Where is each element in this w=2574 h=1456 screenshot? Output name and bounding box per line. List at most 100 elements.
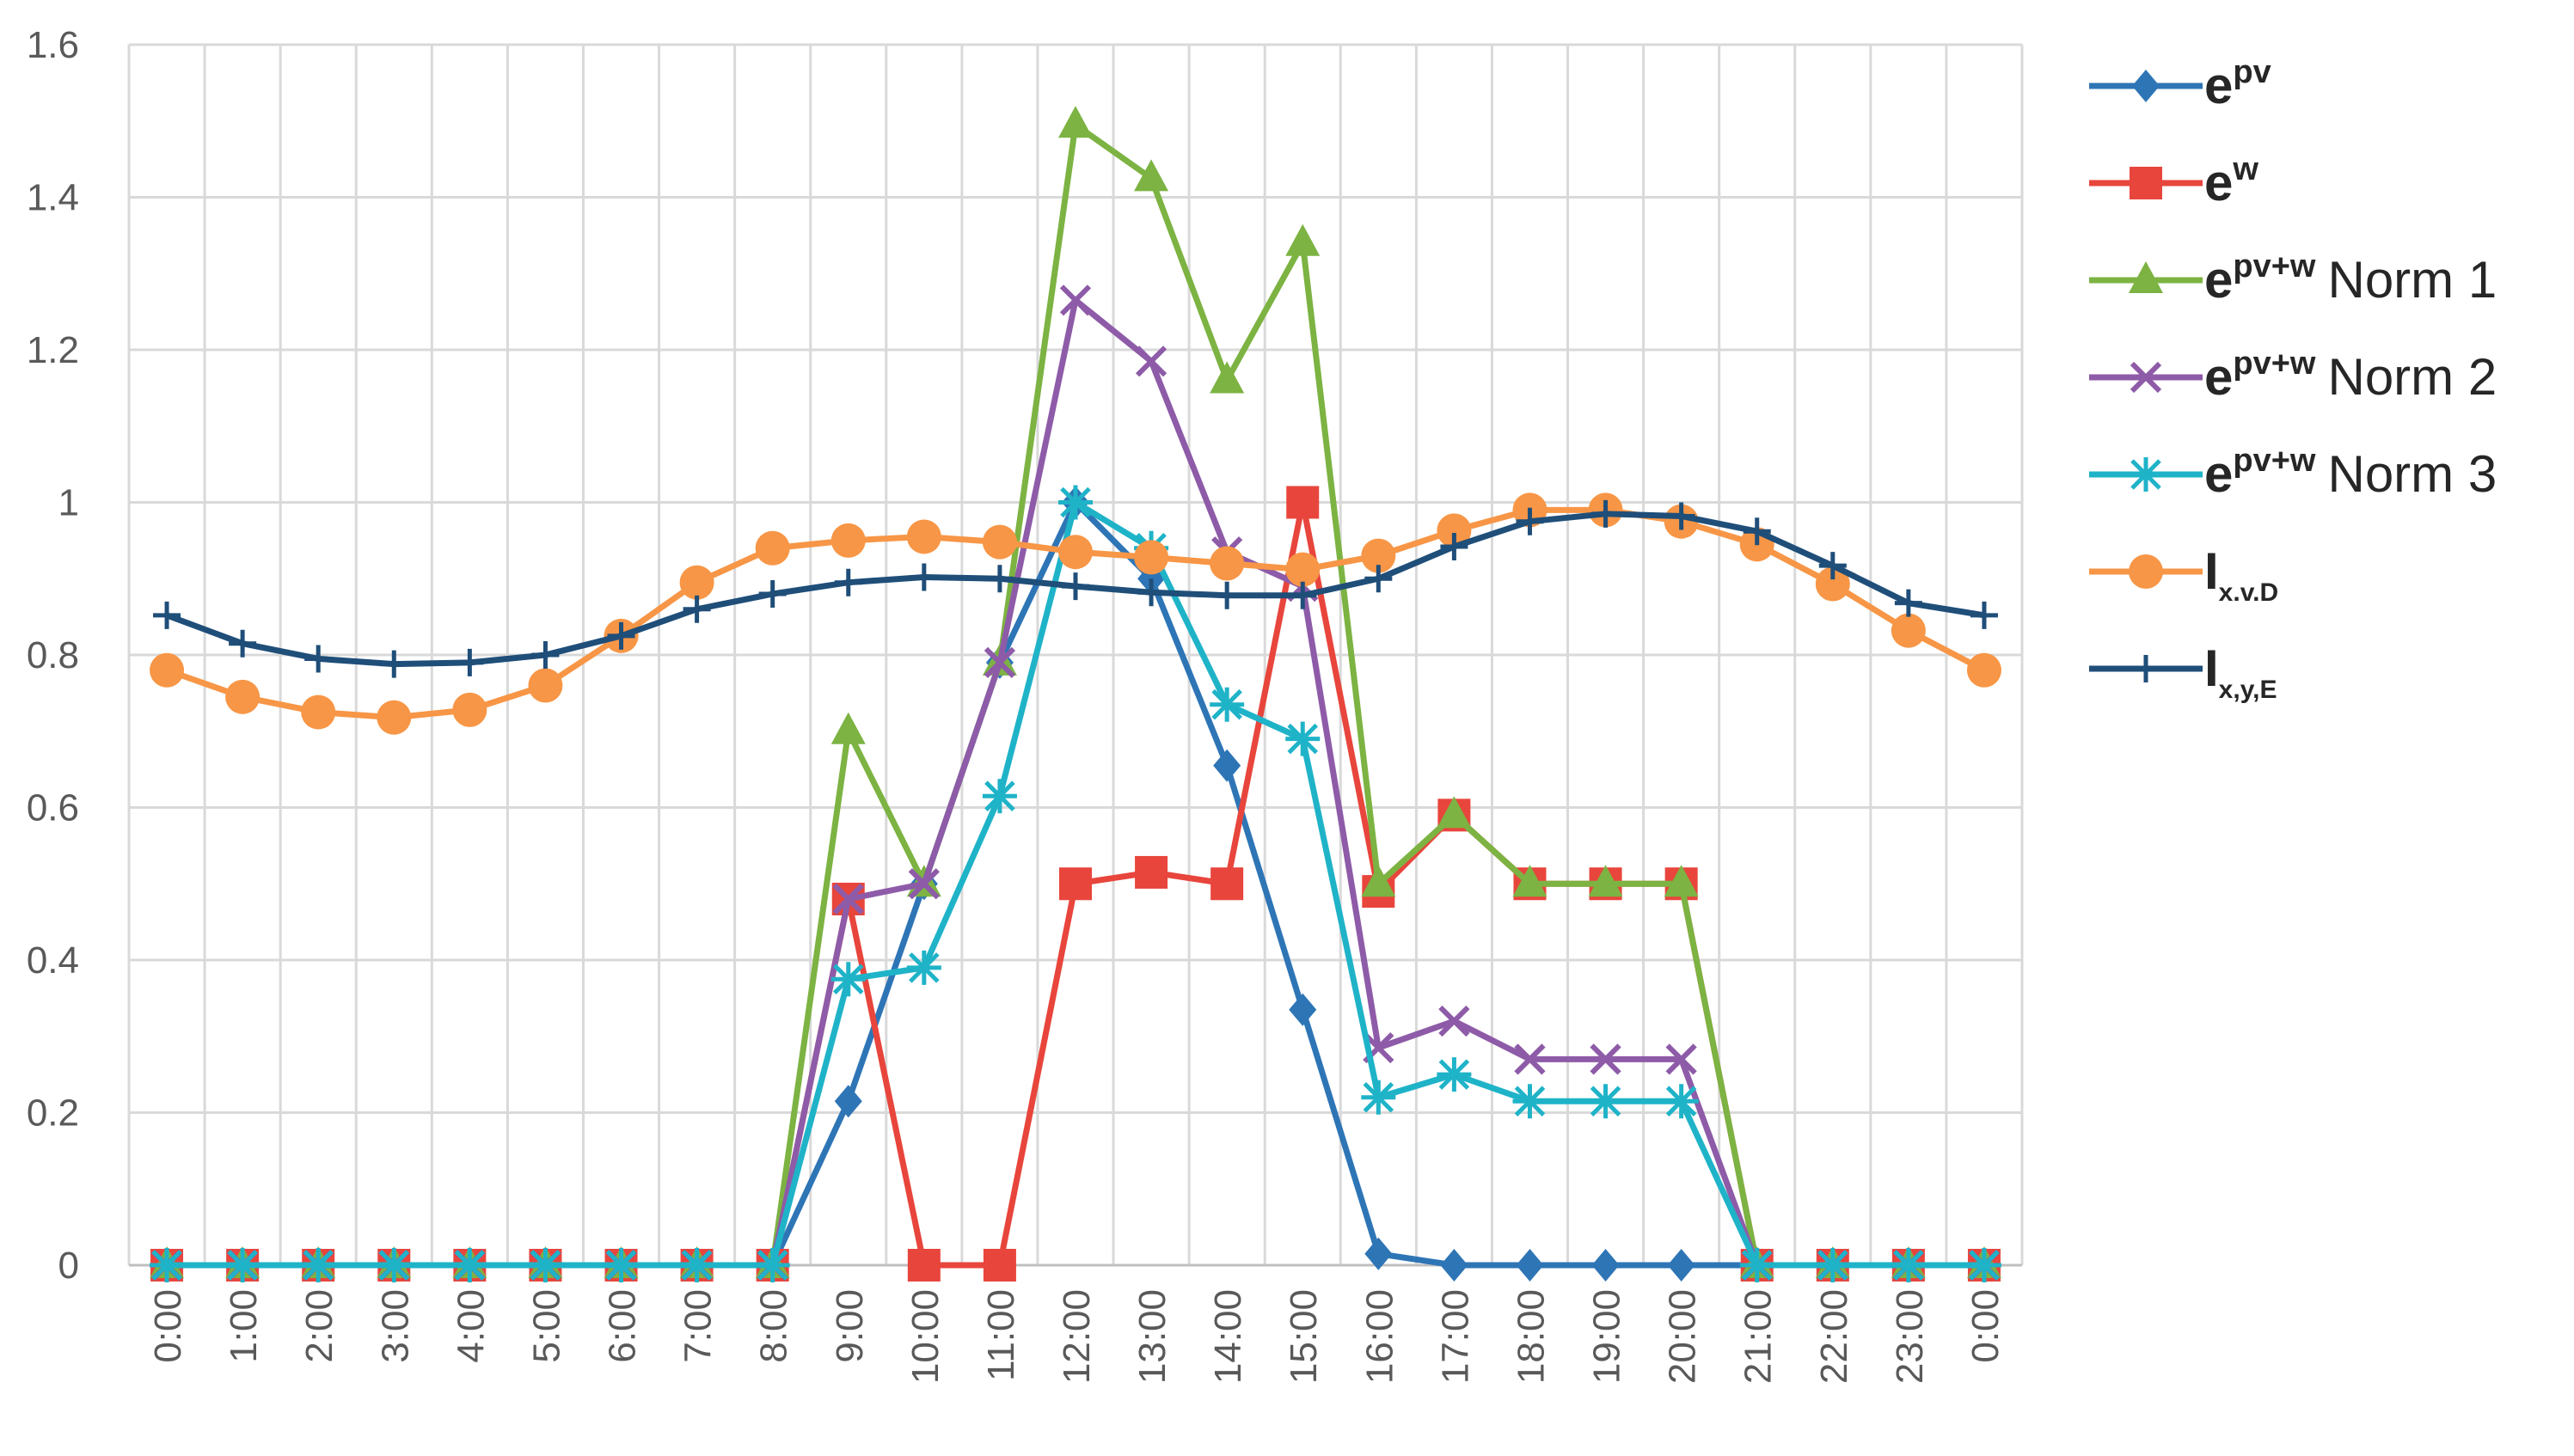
data-point [1135,346,1167,377]
legend-label: epv+w Norm 2 [2204,346,2497,406]
legend-label-sup: pv+w [2233,443,2316,479]
data-point [1667,502,1695,530]
data-point [1059,867,1092,901]
data-point [683,595,711,623]
legend-marker [2129,457,2163,492]
data-point [1058,485,1093,520]
data-point [1590,1043,1621,1075]
data-point [528,1248,563,1282]
data-point [1440,1249,1468,1282]
data-point [907,1249,941,1282]
data-point [906,950,941,985]
legend-label-main: e [2204,348,2233,406]
data-point [225,1248,260,1282]
legend-label-sup: w [2232,151,2258,187]
x-tick-label: 7:00 [677,1289,720,1363]
x-tick-label: 11:00 [980,1289,1022,1381]
x-tick-label: 4:00 [450,1289,492,1363]
data-point [225,679,260,714]
x-tick-label: 21:00 [1737,1289,1780,1384]
x-tick-label: 15:00 [1283,1289,1325,1384]
data-point [1213,749,1241,782]
data-point [301,1248,336,1282]
legend-marker [2132,655,2160,682]
data-point [983,1249,1016,1282]
x-tick-label: 6:00 [602,1289,644,1363]
legend-label: ew [2204,151,2258,211]
legend-marker [2130,361,2162,394]
legend-label: Ix,y,E [2204,639,2277,704]
x-tick-label: 1:00 [223,1289,265,1363]
legend-label-suffix: Norm 2 [2327,348,2497,406]
legend-label-main: I [2204,639,2219,697]
data-point [1665,1043,1697,1075]
data-point [1210,687,1245,722]
data-point [755,1248,790,1282]
data-point [1210,546,1245,581]
legend-item: epv+w Norm 1 [2089,248,2497,309]
data-point [1894,589,1922,617]
data-point [1285,223,1321,256]
data-point [1361,865,1396,897]
y-tick-label: 0.4 [27,939,79,982]
legend-label-sup: pv+w [2233,346,2316,382]
legend-item: ew [2089,151,2258,211]
x-tick-label: 22:00 [1813,1289,1855,1384]
legend-item: epv [2089,54,2271,114]
y-tick-label: 0 [58,1245,79,1287]
data-point [1891,1248,1926,1282]
data-point [150,652,185,688]
data-point [1815,1248,1850,1282]
legend-label-main: e [2204,57,2233,114]
x-tick-labels: 0:00 1:00 2:00 3:00 4:00 5:00 6:00 7:00 8:00 9:00… [147,1289,2007,1384]
x-tick-label: 5:00 [525,1289,567,1363]
legend-label-main: e [2204,154,2233,211]
data-point [984,646,1016,678]
data-point [982,524,1017,560]
data-point [1437,513,1472,548]
data-point [1058,106,1093,138]
data-point [1289,993,1317,1026]
data-point [1970,601,1998,629]
data-point [229,629,257,658]
data-point [1285,552,1321,587]
data-point [1289,581,1317,609]
legend-item: epv+w Norm 3 [2089,443,2497,503]
x-tick-label: 16:00 [1358,1289,1400,1384]
legend-marker [2129,554,2163,589]
data-point [1591,1249,1620,1282]
data-point [1210,361,1245,394]
series-ew [150,486,2001,1282]
y-tick-label: 0.2 [27,1092,79,1135]
data-point [1512,1084,1547,1119]
series-line [167,121,1984,1269]
data-point [1437,1057,1472,1092]
data-point [301,694,336,730]
x-tick-label: 18:00 [1510,1289,1552,1384]
legend-label-sup: pv [2233,54,2271,90]
data-point [1588,1084,1623,1119]
y-tick-label: 0.6 [27,787,79,829]
x-tick-label: 9:00 [829,1289,871,1363]
data-point [456,648,484,676]
x-tick-label: 23:00 [1889,1289,1931,1384]
data-point [1134,540,1169,575]
data-point [1891,613,1926,648]
data-point [1818,552,1847,580]
legend-label-main: e [2204,445,2233,503]
legend-label: epv+w Norm 1 [2204,248,2497,309]
data-point [604,1248,639,1282]
series-norm1 [150,106,2001,1278]
data-point [1512,865,1547,897]
data-point [528,668,563,703]
data-point [1440,532,1468,560]
series-norm2 [150,284,2001,1282]
legend-label-suffix: Norm 3 [2327,445,2497,503]
x-tick-label: 14:00 [1207,1289,1249,1384]
x-tick-label: 0:00 [1964,1289,2007,1363]
data-point [755,530,790,566]
gridlines [127,43,2024,1265]
x-tick-label: 17:00 [1434,1289,1476,1384]
